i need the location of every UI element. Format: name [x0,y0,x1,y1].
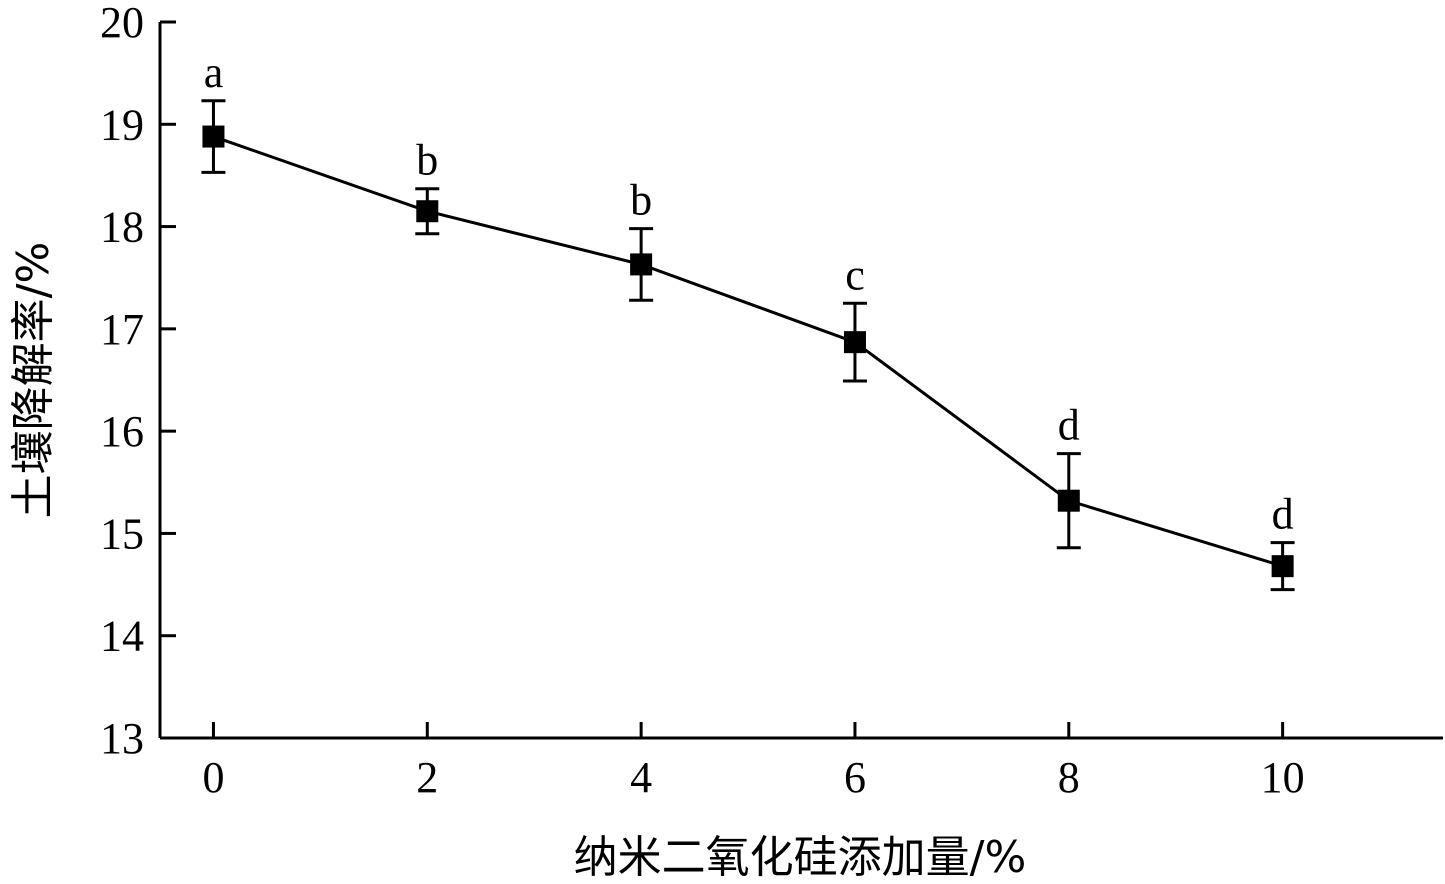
axes [158,22,1443,740]
significance-label: d [1272,490,1294,539]
x-tick-label: 4 [630,753,652,802]
y-tick-label: 19 [100,100,144,149]
data-point-marker [1271,555,1294,578]
significance-label: b [630,176,652,225]
data-point-marker [202,125,225,148]
data-series: a b b c d d [201,48,1295,592]
data-point-marker [843,331,866,354]
data-point-marker [416,200,439,223]
x-axis-ticks: 0 2 4 6 8 10 [202,722,1305,802]
y-axis-ticks: 13 14 15 16 17 18 19 20 [100,0,176,763]
data-point-marker [630,253,653,276]
significance-label: d [1058,401,1080,450]
significance-label: c [845,250,865,299]
series-line [212,135,1284,568]
significance-label: a [204,48,224,97]
y-tick-label: 20 [100,0,144,47]
y-tick-label: 16 [100,407,144,456]
y-tick-label: 15 [100,509,144,558]
y-tick-label: 13 [100,714,144,763]
x-tick-label: 0 [202,753,224,802]
data-point-marker [1057,489,1080,512]
y-tick-label: 18 [100,203,144,252]
x-axis-title: 纳米二氧化硅添加量/% [574,832,1027,883]
x-tick-label: 6 [844,753,866,802]
y-axis-title: 土壤降解率/% [8,242,59,519]
x-tick-label: 2 [416,753,438,802]
y-tick-label: 17 [100,305,144,354]
x-tick-label: 8 [1058,753,1080,802]
significance-label: b [416,136,438,185]
x-tick-label: 10 [1261,753,1305,802]
y-tick-label: 14 [100,612,144,661]
